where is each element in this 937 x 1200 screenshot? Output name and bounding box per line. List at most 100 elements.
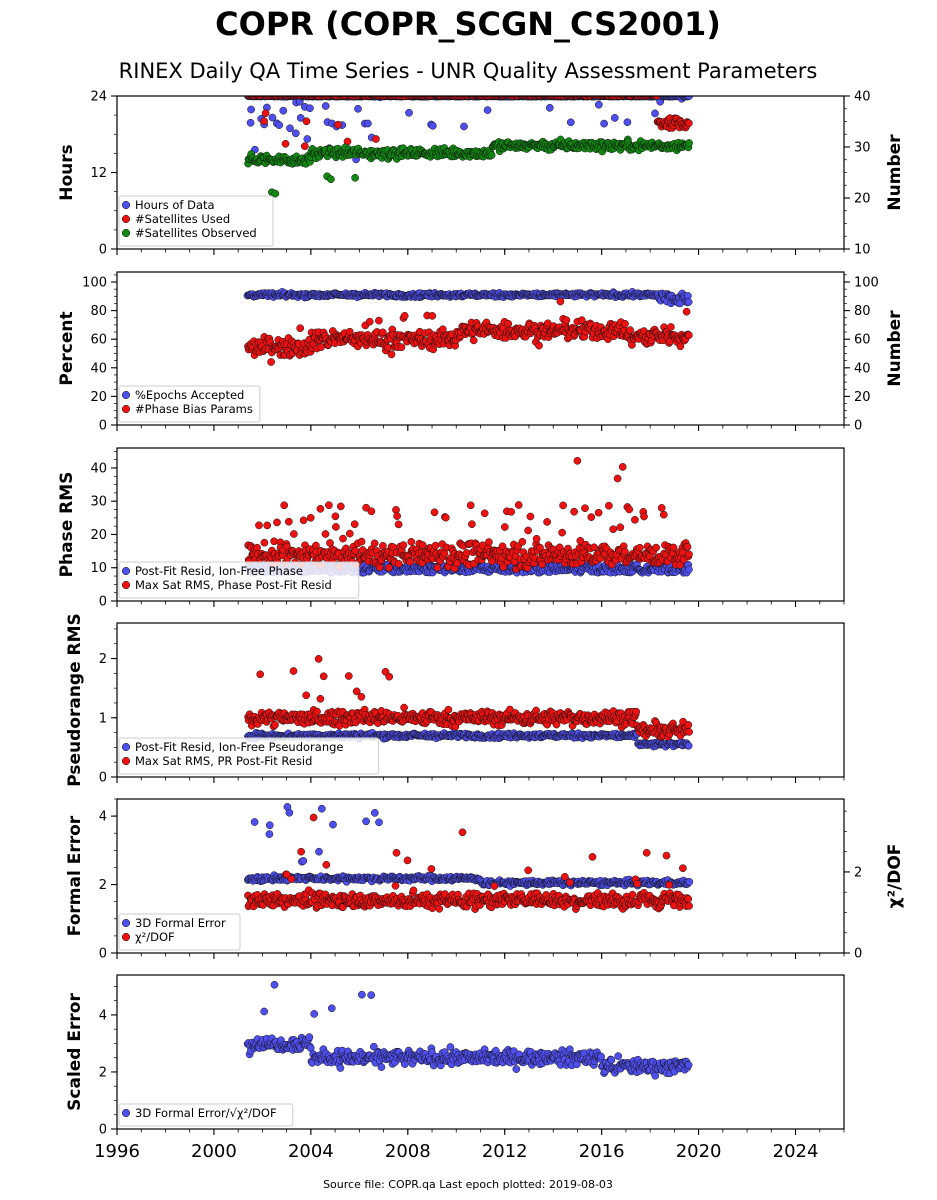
legend-marker	[121, 566, 131, 576]
data-point	[357, 692, 366, 701]
data-point	[526, 512, 535, 521]
data-point	[289, 667, 298, 675]
legend-marker	[121, 214, 131, 224]
y-tick-label: 100	[82, 276, 107, 291]
data-point	[545, 103, 554, 112]
data-point	[306, 513, 315, 522]
points-panel-2	[243, 288, 693, 366]
data-point	[543, 518, 551, 526]
data-point	[393, 512, 401, 520]
series-1-3	[244, 135, 693, 198]
data-point	[683, 542, 692, 551]
legend: Hours of Data#Satellites Used#Satellites…	[118, 195, 274, 247]
data-point	[487, 151, 496, 160]
data-point	[357, 537, 366, 546]
data-point	[367, 507, 376, 516]
data-point	[605, 501, 613, 510]
legend-label: Max Sat RMS, Phase Post-Fit Resid	[135, 578, 332, 592]
data-point	[263, 521, 272, 530]
data-point	[685, 139, 693, 147]
data-point	[559, 501, 567, 510]
data-point	[247, 105, 255, 114]
data-point	[273, 518, 281, 527]
data-point	[600, 119, 608, 128]
legend-label: %Epochs Accepted	[135, 388, 244, 402]
points-panel-1	[244, 96, 694, 198]
data-point	[281, 139, 290, 148]
legend-label: #Satellites Observed	[135, 226, 257, 240]
points-panel-3	[244, 456, 693, 577]
series-2-2	[244, 297, 693, 366]
data-point	[296, 114, 305, 122]
series-4-2	[244, 655, 693, 741]
data-point	[621, 547, 629, 556]
data-point	[652, 96, 661, 100]
data-point	[385, 672, 394, 681]
data-point	[418, 541, 427, 549]
y-tick-label: 12	[90, 166, 107, 181]
data-point	[684, 721, 693, 729]
data-point	[623, 118, 632, 127]
data-point	[682, 307, 691, 316]
data-point	[685, 550, 693, 559]
data-point	[556, 297, 565, 306]
y-tick-label: 0	[99, 243, 107, 258]
legend-marker	[121, 200, 131, 210]
data-point	[302, 117, 311, 126]
data-point	[291, 129, 300, 138]
data-point	[616, 523, 625, 532]
data-point	[573, 456, 582, 465]
y2-tick-label: 100	[854, 276, 879, 291]
data-point	[275, 121, 284, 129]
data-point	[327, 175, 335, 184]
data-point	[284, 517, 293, 526]
data-point	[260, 538, 269, 547]
data-point	[354, 104, 362, 113]
y-axis-label: Percent	[57, 311, 77, 385]
y-tick-label: 40	[90, 361, 107, 376]
data-point	[610, 114, 619, 122]
data-point	[331, 512, 340, 521]
figure-subtitle: RINEX Daily QA Time Series - UNR Quality…	[119, 59, 818, 83]
data-point	[379, 542, 387, 550]
data-point	[632, 707, 641, 716]
data-point	[613, 474, 622, 483]
legend-box	[118, 385, 261, 423]
data-point	[271, 189, 280, 198]
data-point	[256, 670, 265, 679]
data-point	[268, 113, 277, 122]
legend-marker	[121, 404, 131, 414]
y2-tick-label: 40	[854, 90, 871, 105]
data-point	[405, 108, 413, 117]
data-point	[306, 104, 314, 113]
data-point	[290, 530, 298, 538]
data-point	[370, 539, 379, 548]
data-point	[394, 560, 403, 568]
data-point	[428, 121, 437, 130]
data-point	[350, 520, 359, 529]
data-point	[631, 515, 639, 524]
data-point	[313, 707, 321, 716]
legend-label: Post-Fit Resid, Ion-Free Phase	[135, 564, 303, 578]
data-point	[594, 100, 603, 109]
data-point	[685, 119, 693, 128]
data-point	[271, 720, 279, 729]
y2-tick-label: 20	[854, 192, 871, 207]
y2-tick-label: 10	[854, 243, 871, 258]
data-point	[685, 565, 693, 574]
y-axis-label: Hours	[57, 144, 77, 201]
data-point	[626, 326, 634, 334]
data-point	[336, 502, 345, 511]
data-point	[444, 705, 453, 714]
data-point	[621, 319, 629, 328]
data-point	[261, 109, 270, 118]
data-point	[325, 501, 333, 510]
data-point	[364, 119, 372, 128]
y-tick-label: 40	[90, 461, 107, 476]
data-point	[684, 741, 693, 750]
